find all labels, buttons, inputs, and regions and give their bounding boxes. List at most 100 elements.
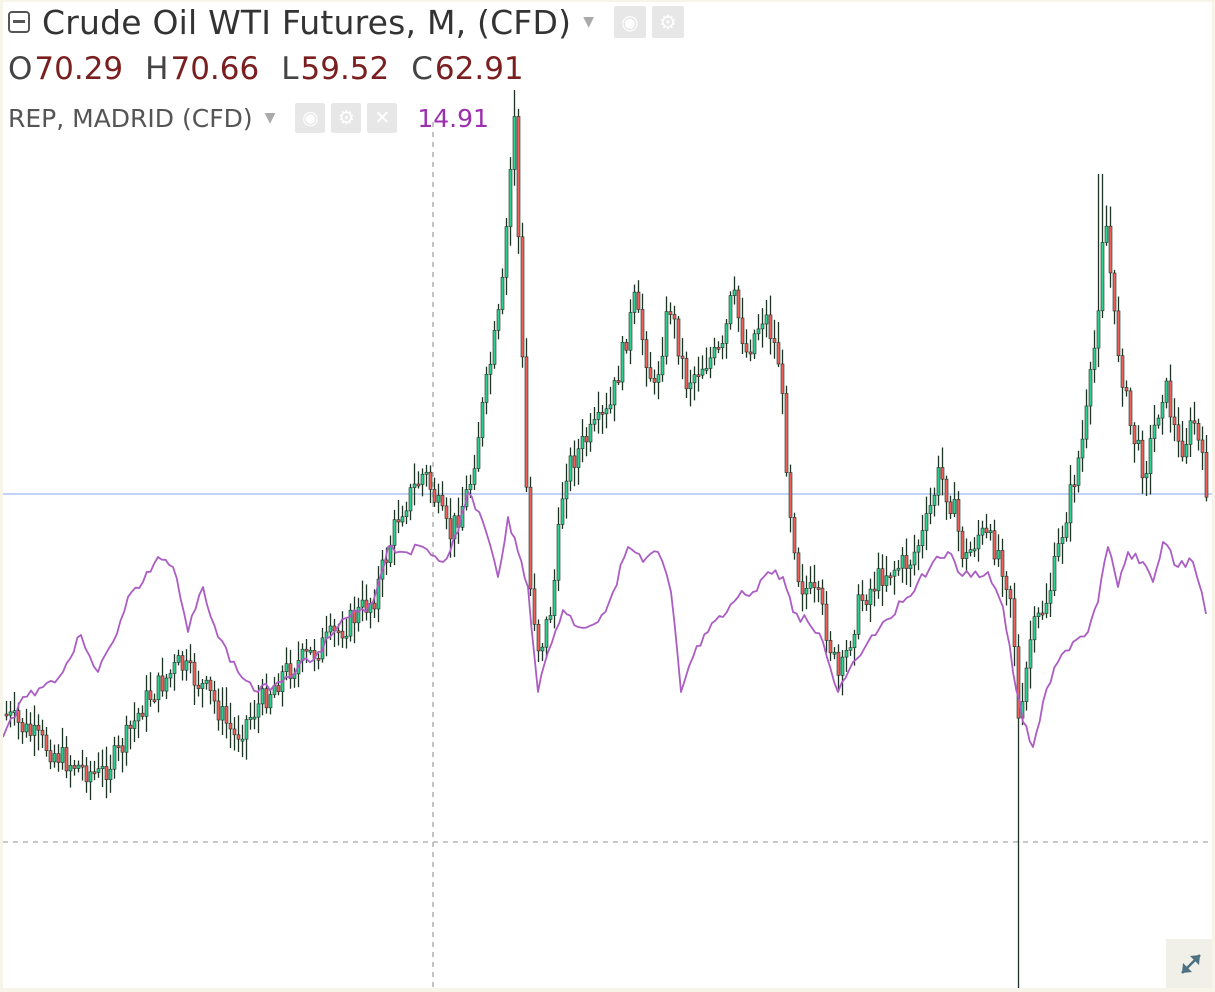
candle-up (1076, 457, 1081, 486)
candle-up (568, 455, 573, 482)
candle-down (116, 745, 121, 748)
candle-down (212, 690, 217, 702)
candle-up (1100, 242, 1105, 312)
candle-up (424, 471, 429, 475)
candle-up (896, 567, 901, 571)
candle-down (1112, 272, 1117, 312)
candle-down (92, 771, 97, 775)
candle-up (804, 587, 809, 595)
candle-down (160, 675, 165, 692)
caret-down-icon[interactable]: ▼ (583, 14, 594, 30)
candle-up (328, 625, 333, 633)
candle-up (1184, 443, 1189, 458)
close-value: 62.91 (434, 51, 524, 87)
candle-down (744, 343, 749, 353)
candle-down (668, 311, 673, 315)
candle-up (1052, 556, 1057, 592)
compare-series-legend: REP, MADRID (CFD) ▼ ◉ ⚙ ✕ 14.91 (8, 98, 489, 138)
candle-down (28, 723, 33, 736)
close-icon[interactable]: ✕ (367, 103, 398, 133)
candle-down (812, 582, 817, 588)
candle-up (476, 437, 481, 469)
candle-down (304, 648, 309, 652)
main-series-legend: Crude Oil WTI Futures, M, (CFD) ▼ ◉ ⚙ (8, 2, 690, 42)
candle-up (628, 312, 633, 351)
candle-up (1156, 417, 1161, 426)
candle-up (712, 346, 717, 359)
wti-candles-series (4, 90, 1209, 988)
candle-down (1128, 390, 1133, 426)
candle-down (264, 688, 269, 709)
low-key: L (281, 51, 299, 87)
gear-icon[interactable]: ⚙ (651, 6, 684, 38)
candle-up (1028, 639, 1033, 669)
candle-up (1160, 402, 1165, 419)
open-value: 70.29 (34, 51, 124, 87)
candle-down (56, 753, 61, 763)
candle-up (436, 495, 441, 503)
candle-down (824, 603, 829, 641)
expand-button[interactable] (1166, 939, 1212, 988)
candle-down (888, 575, 893, 579)
candle-up (1144, 473, 1149, 479)
candle-up (1060, 537, 1065, 544)
candle-up (656, 374, 661, 383)
candle-up (936, 467, 941, 496)
candle-up (900, 555, 905, 569)
candle-up (1080, 438, 1085, 459)
candle-down (16, 710, 21, 723)
candle-up (32, 724, 37, 736)
candle-down (188, 660, 193, 664)
candle-up (856, 594, 861, 635)
candle-down (1196, 422, 1201, 441)
candle-up (592, 419, 597, 425)
candle-down (1016, 646, 1021, 719)
candle-up (1064, 522, 1069, 538)
candle-up (732, 289, 737, 296)
candle-up (260, 688, 265, 705)
candle-up (52, 753, 57, 763)
eye-icon[interactable]: ◉ (295, 103, 326, 133)
eye-icon[interactable]: ◉ (613, 6, 646, 38)
candle-up (996, 550, 1001, 560)
candle-down (696, 374, 701, 378)
candle-down (1124, 387, 1129, 392)
candle-up (1136, 439, 1141, 445)
candle-down (64, 747, 69, 772)
candle-up (928, 505, 933, 514)
candle-up (400, 516, 405, 523)
candle-up (560, 498, 565, 525)
open-key: O (8, 51, 33, 87)
candle-down (640, 309, 645, 340)
minus-square-icon[interactable] (8, 11, 30, 33)
candle-up (912, 551, 917, 566)
caret-down-icon[interactable]: ▼ (264, 110, 276, 126)
candle-down (1108, 225, 1113, 274)
candle-down (1072, 484, 1077, 488)
candle-up (580, 436, 585, 449)
candle-up (976, 534, 981, 550)
candle-up (144, 690, 149, 717)
candle-down (600, 411, 605, 415)
ohlc-readout: O 70.29 H 70.66 L 59.52 C 62.91 (8, 48, 546, 90)
candle-up (720, 343, 725, 348)
candle-down (444, 505, 449, 519)
candle-down (736, 289, 741, 319)
candle-down (776, 342, 781, 365)
candle-down (120, 745, 125, 753)
candle-down (828, 640, 833, 654)
candle-up (108, 768, 113, 781)
candle-up (156, 675, 161, 701)
candle-down (904, 555, 909, 569)
candle-down (984, 527, 989, 533)
candle-down (516, 116, 521, 238)
chart-frame[interactable]: Crude Oil WTI Futures, M, (CFD) ▼ ◉ ⚙ O … (3, 2, 1212, 988)
candle-up (452, 515, 457, 540)
candle-up (408, 487, 413, 512)
price-chart[interactable] (3, 2, 1212, 988)
gear-icon[interactable]: ⚙ (331, 103, 362, 133)
candle-down (1004, 575, 1009, 591)
candle-down (624, 341, 629, 351)
candle-down (768, 314, 773, 339)
candle-up (588, 423, 593, 443)
